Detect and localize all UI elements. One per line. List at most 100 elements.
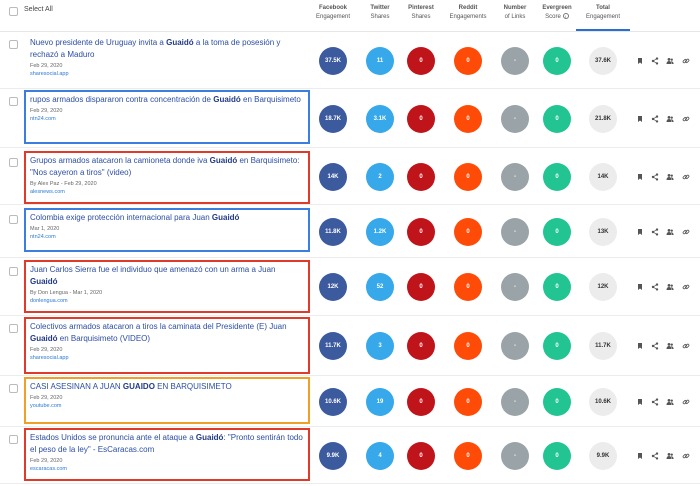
- article-title-text: Grupos armados atacaron la camioneta don…: [30, 156, 210, 165]
- column-header-total[interactable]: Total Engagement: [576, 4, 630, 31]
- column-header-reddit[interactable]: Reddit Engagements: [441, 4, 495, 22]
- metric-twitter: 52: [366, 273, 394, 301]
- article-card: rupos armados dispararon contra concentr…: [24, 90, 310, 144]
- users-icon[interactable]: [666, 452, 674, 460]
- metric-evergreen: 0: [543, 163, 571, 191]
- link-icon[interactable]: [682, 173, 690, 181]
- metric-evergreen: 0: [543, 332, 571, 360]
- article-title-text: en Barquisimeto: [240, 95, 301, 104]
- users-icon[interactable]: [666, 283, 674, 291]
- metric-facebook: 37.5K: [319, 47, 347, 75]
- bookmark-icon[interactable]: [636, 398, 644, 406]
- metric-total: 37.6K: [589, 47, 617, 75]
- metric-reddit: 0: [454, 47, 482, 75]
- metric-reddit: 0: [454, 388, 482, 416]
- article-title-link[interactable]: Colectivos armados atacaron a tiros la c…: [30, 321, 304, 345]
- link-icon[interactable]: [682, 228, 690, 236]
- article-card: CASI ASESINAN A JUAN GUAIDO EN BARQUISIM…: [24, 377, 310, 424]
- table-row: Nuevo presidente de Uruguay invita a Gua…: [0, 32, 700, 89]
- bookmark-icon[interactable]: [636, 173, 644, 181]
- bookmark-icon[interactable]: [636, 452, 644, 460]
- metric-pinterest: 0: [407, 105, 435, 133]
- share-icon[interactable]: [651, 342, 659, 350]
- metric-reddit: 0: [454, 163, 482, 191]
- table-row: CASI ASESINAN A JUAN GUAIDO EN BARQUISIM…: [0, 376, 700, 427]
- table-row: Juan Carlos Sierra fue el individuo que …: [0, 258, 700, 316]
- link-icon[interactable]: [682, 342, 690, 350]
- article-source-link[interactable]: youtube.com: [30, 403, 62, 409]
- link-icon[interactable]: [682, 398, 690, 406]
- users-icon[interactable]: [666, 115, 674, 123]
- column-header-links[interactable]: Number of Links: [488, 4, 542, 22]
- share-icon[interactable]: [651, 398, 659, 406]
- link-icon[interactable]: [682, 115, 690, 123]
- article-title-keyword: Guaidó: [213, 95, 241, 104]
- article-meta: Feb 29, 2020: [30, 347, 63, 353]
- metric-links: -: [501, 388, 529, 416]
- article-source-link[interactable]: ntn24.com: [30, 116, 56, 122]
- metric-total: 14K: [589, 163, 617, 191]
- row-checkbox[interactable]: [9, 97, 18, 106]
- row-checkbox[interactable]: [9, 158, 18, 167]
- article-source-link[interactable]: ntn24.com: [30, 234, 56, 240]
- info-icon[interactable]: i: [562, 13, 569, 20]
- link-icon[interactable]: [682, 283, 690, 291]
- metric-twitter: 11: [366, 47, 394, 75]
- column-header-facebook[interactable]: Facebook Engagement: [306, 4, 360, 22]
- metric-reddit: 0: [454, 332, 482, 360]
- article-title-link[interactable]: rupos armados dispararon contra concentr…: [30, 94, 304, 106]
- bookmark-icon[interactable]: [636, 57, 644, 65]
- article-source-link[interactable]: escaracas.com: [30, 466, 67, 472]
- link-icon[interactable]: [682, 57, 690, 65]
- bookmark-icon[interactable]: [636, 283, 644, 291]
- share-icon[interactable]: [651, 115, 659, 123]
- article-title-link[interactable]: Nuevo presidente de Uruguay invita a Gua…: [30, 37, 304, 61]
- metric-reddit: 0: [454, 218, 482, 246]
- users-icon[interactable]: [666, 57, 674, 65]
- share-icon[interactable]: [651, 283, 659, 291]
- article-title-text: Juan Carlos Sierra fue el individuo que …: [30, 265, 276, 274]
- article-card: Colectivos armados atacaron a tiros la c…: [24, 317, 310, 374]
- row-checkbox[interactable]: [9, 324, 18, 333]
- select-all-checkbox[interactable]: [9, 7, 18, 16]
- link-icon[interactable]: [682, 452, 690, 460]
- row-checkbox[interactable]: [9, 215, 18, 224]
- column-header-label: Number: [503, 5, 527, 11]
- row-checkbox[interactable]: [9, 384, 18, 393]
- row-checkbox[interactable]: [9, 40, 18, 49]
- column-header-twitter[interactable]: Twitter Shares: [353, 4, 407, 22]
- article-source-link[interactable]: sharesocial.app: [30, 355, 69, 361]
- users-icon[interactable]: [666, 228, 674, 236]
- column-header-label: Pinterest: [408, 5, 434, 11]
- metric-links: -: [501, 105, 529, 133]
- article-meta: By Don Lengua - Mar 1, 2020: [30, 290, 103, 296]
- article-title-link[interactable]: CASI ASESINAN A JUAN GUAIDO EN BARQUISIM…: [30, 381, 304, 393]
- bookmark-icon[interactable]: [636, 342, 644, 350]
- column-header-label: Twitter: [370, 5, 390, 11]
- share-icon[interactable]: [651, 452, 659, 460]
- users-icon[interactable]: [666, 342, 674, 350]
- article-title-text: a la toma de posesión y rechazó a Maduro: [30, 38, 281, 59]
- row-checkbox[interactable]: [9, 267, 18, 276]
- article-title-link[interactable]: Estados Unidos se pronuncia ante el ataq…: [30, 432, 304, 456]
- select-all-label[interactable]: Select All: [24, 6, 53, 13]
- column-header-evergreen[interactable]: Evergreen Score i: [530, 4, 584, 22]
- bookmark-icon[interactable]: [636, 115, 644, 123]
- article-title-link[interactable]: Grupos armados atacaron la camioneta don…: [30, 155, 304, 179]
- column-header-label: Reddit: [458, 5, 478, 11]
- share-icon[interactable]: [651, 228, 659, 236]
- bookmark-icon[interactable]: [636, 228, 644, 236]
- users-icon[interactable]: [666, 173, 674, 181]
- metric-pinterest: 0: [407, 332, 435, 360]
- column-header-pinterest[interactable]: Pinterest Shares: [394, 4, 448, 22]
- article-title-link[interactable]: Juan Carlos Sierra fue el individuo que …: [30, 264, 304, 288]
- article-source-link[interactable]: alesnews.com: [30, 189, 65, 195]
- share-icon[interactable]: [651, 57, 659, 65]
- share-icon[interactable]: [651, 173, 659, 181]
- column-header-sublabel: Score: [545, 14, 561, 20]
- users-icon[interactable]: [666, 398, 674, 406]
- article-title-link[interactable]: Colombia exige protección internacional …: [30, 212, 304, 224]
- article-source-link[interactable]: sharesocial.app: [30, 71, 69, 77]
- article-source-link[interactable]: donlengua.com: [30, 298, 68, 304]
- row-checkbox[interactable]: [9, 435, 18, 444]
